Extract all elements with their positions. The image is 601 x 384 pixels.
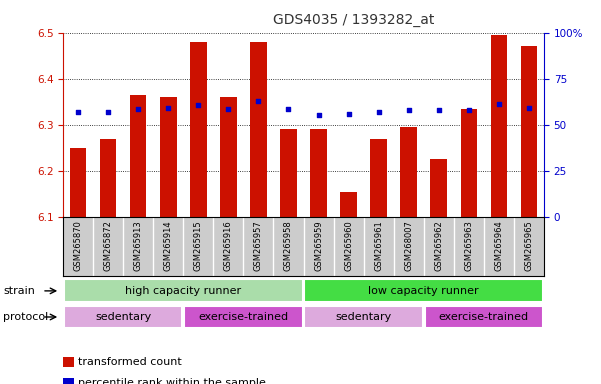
Bar bbox=[490, 35, 507, 217]
Text: GSM265913: GSM265913 bbox=[134, 220, 142, 271]
Text: GSM265958: GSM265958 bbox=[284, 220, 293, 271]
Text: transformed count: transformed count bbox=[78, 357, 182, 367]
Point bbox=[524, 105, 534, 111]
Bar bbox=[190, 42, 207, 217]
Bar bbox=[70, 148, 87, 217]
Point bbox=[73, 109, 83, 115]
Text: GSM265915: GSM265915 bbox=[194, 220, 203, 271]
Point bbox=[163, 105, 173, 111]
Point bbox=[254, 98, 263, 104]
Text: percentile rank within the sample: percentile rank within the sample bbox=[78, 378, 266, 384]
Text: GSM265960: GSM265960 bbox=[344, 220, 353, 271]
Point bbox=[344, 111, 353, 117]
Text: GDS4035 / 1393282_at: GDS4035 / 1393282_at bbox=[273, 13, 435, 27]
Text: GSM265872: GSM265872 bbox=[104, 220, 112, 271]
Bar bbox=[424, 306, 543, 328]
Bar bbox=[64, 306, 183, 328]
Text: GSM265962: GSM265962 bbox=[435, 220, 443, 271]
Text: low capacity runner: low capacity runner bbox=[368, 286, 479, 296]
Point bbox=[103, 109, 113, 115]
Text: exercise-trained: exercise-trained bbox=[439, 312, 529, 322]
Text: GSM265957: GSM265957 bbox=[254, 220, 263, 271]
Text: GSM265961: GSM265961 bbox=[374, 220, 383, 271]
Point bbox=[374, 109, 383, 115]
Text: GSM265914: GSM265914 bbox=[164, 220, 172, 271]
Text: strain: strain bbox=[3, 286, 35, 296]
Text: exercise-trained: exercise-trained bbox=[198, 312, 288, 322]
Text: GSM268007: GSM268007 bbox=[404, 220, 413, 271]
Point bbox=[224, 106, 233, 112]
Bar bbox=[304, 306, 423, 328]
Bar bbox=[160, 97, 177, 217]
Bar bbox=[400, 127, 417, 217]
Text: high capacity runner: high capacity runner bbox=[125, 286, 242, 296]
Bar bbox=[370, 139, 387, 217]
Point bbox=[404, 107, 413, 113]
Point bbox=[194, 102, 203, 108]
Text: GSM265916: GSM265916 bbox=[224, 220, 233, 271]
Bar bbox=[64, 280, 303, 302]
Text: sedentary: sedentary bbox=[335, 312, 392, 322]
Point bbox=[133, 106, 143, 112]
Text: GSM265964: GSM265964 bbox=[495, 220, 503, 271]
Bar bbox=[130, 95, 147, 217]
Text: GSM265963: GSM265963 bbox=[465, 220, 473, 271]
Bar bbox=[280, 129, 297, 217]
Bar bbox=[310, 129, 327, 217]
Text: GSM265870: GSM265870 bbox=[74, 220, 82, 271]
Point bbox=[434, 107, 444, 113]
Bar bbox=[340, 192, 357, 217]
Bar bbox=[184, 306, 303, 328]
Point bbox=[314, 112, 323, 118]
Bar bbox=[460, 109, 477, 217]
Point bbox=[284, 106, 293, 112]
Text: GSM265959: GSM265959 bbox=[314, 220, 323, 271]
Bar bbox=[220, 97, 237, 217]
Text: protocol: protocol bbox=[3, 312, 48, 322]
Bar bbox=[250, 42, 267, 217]
Bar bbox=[520, 46, 537, 217]
Point bbox=[464, 107, 474, 113]
Bar bbox=[304, 280, 543, 302]
Bar bbox=[430, 159, 447, 217]
Text: GSM265965: GSM265965 bbox=[525, 220, 533, 271]
Text: sedentary: sedentary bbox=[95, 312, 151, 322]
Bar bbox=[100, 139, 117, 217]
Point bbox=[494, 101, 504, 107]
